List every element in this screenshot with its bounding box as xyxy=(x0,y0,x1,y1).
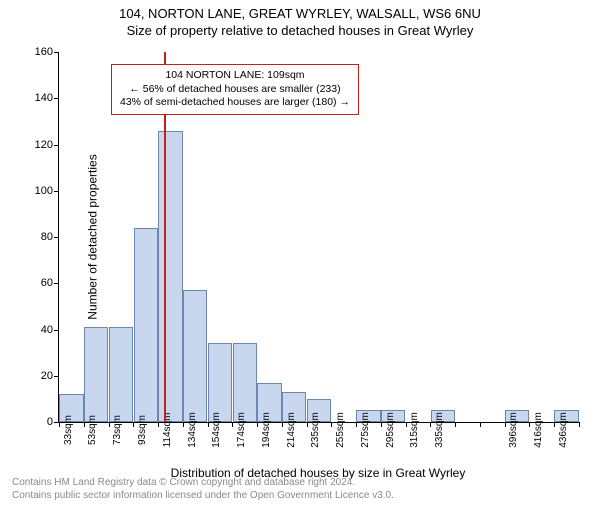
ytick-label: 80 xyxy=(27,231,53,243)
xtick-mark xyxy=(579,422,580,427)
xtick-label: 214sqm xyxy=(286,412,297,448)
xtick-mark xyxy=(59,422,60,427)
histogram-bar xyxy=(84,327,108,422)
xtick-label: 53sqm xyxy=(87,415,98,445)
xtick-mark xyxy=(554,422,555,427)
annotation-line1: 104 NORTON LANE: 109sqm xyxy=(120,69,350,83)
xtick-label: 315sqm xyxy=(409,412,420,448)
footer-line2: Contains public sector information licen… xyxy=(12,490,394,503)
ytick-mark xyxy=(54,191,59,192)
annotation-box: 104 NORTON LANE: 109sqm ← 56% of detache… xyxy=(111,64,359,115)
xtick-label: 255sqm xyxy=(335,412,346,448)
xtick-label: 235sqm xyxy=(310,412,321,448)
xtick-mark xyxy=(406,422,407,427)
footer-attribution: Contains HM Land Registry data © Crown c… xyxy=(12,477,394,502)
ytick-mark xyxy=(54,237,59,238)
annotation-line3: 43% of semi-detached houses are larger (… xyxy=(120,96,350,110)
histogram-bar xyxy=(233,343,257,422)
ytick-label: 0 xyxy=(27,416,53,428)
ytick-mark xyxy=(54,283,59,284)
xtick-label: 295sqm xyxy=(385,412,396,448)
ytick-mark xyxy=(54,330,59,331)
xtick-mark xyxy=(208,422,209,427)
chart-area: 104 NORTON LANE: 109sqm ← 56% of detache… xyxy=(58,52,578,422)
xtick-mark xyxy=(529,422,530,427)
xtick-label: 134sqm xyxy=(187,412,198,448)
histogram-bar xyxy=(183,290,207,422)
xtick-mark xyxy=(331,422,332,427)
y-axis-label: Number of detached properties xyxy=(86,154,100,319)
xtick-label: 396sqm xyxy=(508,412,519,448)
ytick-mark xyxy=(54,98,59,99)
xtick-mark xyxy=(158,422,159,427)
xtick-mark xyxy=(307,422,308,427)
xtick-label: 335sqm xyxy=(434,412,445,448)
xtick-mark xyxy=(480,422,481,427)
histogram-bar xyxy=(158,131,182,422)
ytick-mark xyxy=(54,145,59,146)
xtick-mark xyxy=(109,422,110,427)
xtick-label: 174sqm xyxy=(236,412,247,448)
xtick-mark xyxy=(183,422,184,427)
ytick-label: 100 xyxy=(27,185,53,197)
xtick-mark xyxy=(133,422,134,427)
xtick-label: 73sqm xyxy=(112,415,123,445)
ytick-label: 20 xyxy=(27,370,53,382)
xtick-label: 93sqm xyxy=(137,415,148,445)
ytick-label: 160 xyxy=(27,46,53,58)
xtick-label: 194sqm xyxy=(261,412,272,448)
xtick-mark xyxy=(232,422,233,427)
xtick-mark xyxy=(84,422,85,427)
histogram-bar xyxy=(109,327,133,422)
ytick-label: 140 xyxy=(27,92,53,104)
ytick-mark xyxy=(54,52,59,53)
xtick-label: 416sqm xyxy=(533,412,544,448)
chart-title-sub: Size of property relative to detached ho… xyxy=(0,23,600,38)
ytick-mark xyxy=(54,376,59,377)
footer-line1: Contains HM Land Registry data © Crown c… xyxy=(12,477,394,490)
histogram-bar xyxy=(208,343,232,422)
xtick-mark xyxy=(430,422,431,427)
plot: 104 NORTON LANE: 109sqm ← 56% of detache… xyxy=(58,52,579,423)
xtick-mark xyxy=(282,422,283,427)
xtick-mark xyxy=(381,422,382,427)
ytick-label: 60 xyxy=(27,277,53,289)
annotation-line2: ← 56% of detached houses are smaller (23… xyxy=(120,83,350,97)
histogram-bar xyxy=(134,228,158,422)
chart-title-main: 104, NORTON LANE, GREAT WYRLEY, WALSALL,… xyxy=(0,6,600,21)
xtick-label: 436sqm xyxy=(558,412,569,448)
xtick-mark xyxy=(257,422,258,427)
xtick-label: 275sqm xyxy=(360,412,371,448)
xtick-label: 154sqm xyxy=(211,412,222,448)
xtick-mark xyxy=(356,422,357,427)
xtick-mark xyxy=(455,422,456,427)
xtick-label: 33sqm xyxy=(63,415,74,445)
xtick-mark xyxy=(505,422,506,427)
ytick-label: 40 xyxy=(27,324,53,336)
ytick-label: 120 xyxy=(27,139,53,151)
